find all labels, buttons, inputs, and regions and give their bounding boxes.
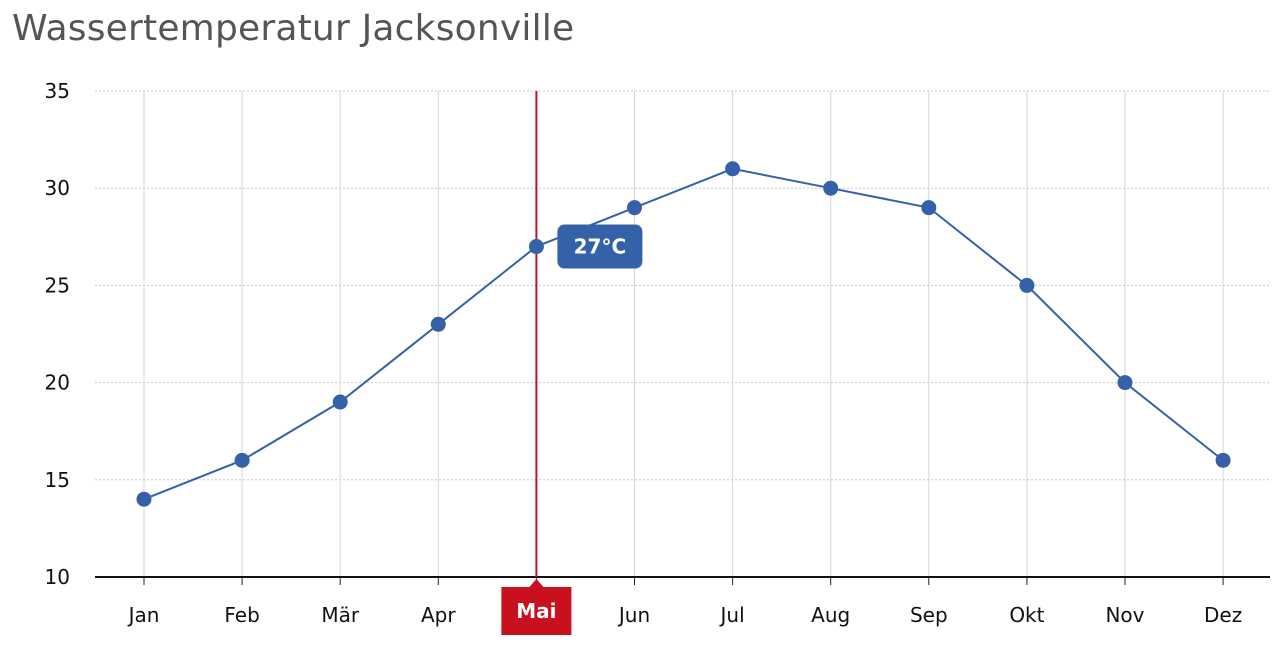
x-tick-label-Nov: Nov [1105,603,1144,627]
data-point-Apr[interactable] [430,316,446,332]
data-point-Jun[interactable] [627,200,642,216]
y-gridlines [95,90,1270,481]
x-tick-label-Mär: Mär [321,603,360,627]
marker-pointer [528,579,545,588]
y-tick-label-25: 25 [45,273,70,297]
x-tick-label-Sep: Sep [910,603,948,627]
data-point-Feb[interactable] [234,452,250,468]
y-tick-label-35: 35 [45,79,70,103]
x-tick-label-Jul: Jul [719,603,745,627]
y-tick-label-15: 15 [45,468,70,492]
y-tick-label-10: 10 [45,565,70,589]
marker-label: Mai [516,599,556,623]
highlight-month-marker[interactable]: Mai [501,579,572,635]
x-tick-label-Okt: Okt [1009,603,1044,627]
series-line [143,167,1224,501]
marker-box[interactable] [501,587,572,635]
tooltip-box [557,224,643,269]
data-point-Okt[interactable] [1019,277,1035,293]
x-tick-label-Aug: Aug [811,603,850,627]
data-point-Jan[interactable] [136,491,152,507]
value-tooltip: 27°C [557,224,643,269]
tooltip-text: 27°C [574,235,627,259]
y-tick-label-20: 20 [45,371,70,395]
data-point-Mai[interactable] [528,239,544,255]
data-points[interactable] [136,161,1231,507]
x-tick-label-Apr: Apr [421,603,456,627]
data-point-Sep[interactable] [921,200,937,216]
y-axis-tick-labels: 10 15 20 25 30 35 [45,79,70,589]
data-point-Mär[interactable] [332,394,348,410]
data-point-Nov[interactable] [1117,375,1133,391]
x-tick-label-Jun: Jun [617,603,650,627]
x-tick-label-Jan: Jan [127,603,160,627]
x-tick-label-Dez: Dez [1204,603,1242,627]
y-tick-label-30: 30 [45,176,70,200]
data-point-Aug[interactable] [823,180,839,196]
x-axis-tick-labels: Jan Feb Mär Apr Jun Jul Aug Sep Okt Nov Dez [127,603,1243,627]
chart-title: Wassertemperatur Jacksonville [12,8,575,49]
x-tick-label-Feb: Feb [224,603,259,627]
data-point-Dez[interactable] [1215,452,1231,468]
data-point-Jul[interactable] [725,161,741,177]
x-gridlines [143,91,1224,577]
x-axis-ticks [143,577,1224,585]
